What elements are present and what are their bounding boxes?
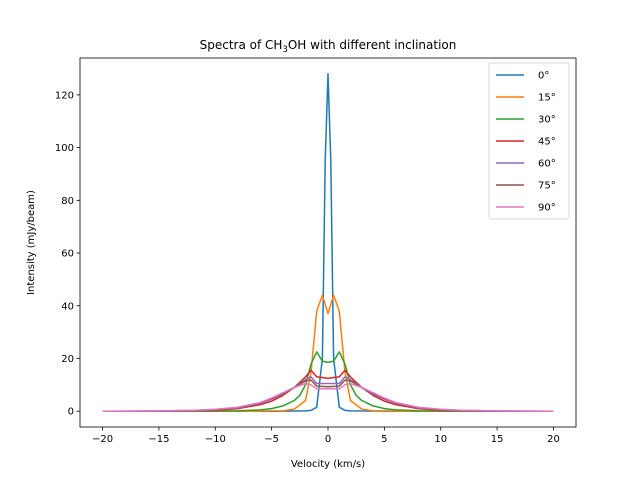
series-line-0 [102,73,554,412]
series-line-1 [102,294,554,412]
x-tick-label-8: 20 [547,434,560,445]
x-tick-label-5: 5 [381,434,387,445]
y-tick-label-6: 120 [55,90,74,101]
x-tick-label-3: −5 [264,434,279,445]
legend-label-4: 60° [538,159,556,170]
x-tick-label-2: −10 [205,434,226,445]
x-tick-label-7: 15 [491,434,504,445]
y-axis-label: Intensity (mJy/beam) [26,190,37,295]
x-tick-label-1: −15 [148,434,169,445]
series-line-2 [102,351,554,412]
y-tick-label-3: 60 [61,249,74,260]
legend-label-0: 0° [538,71,549,82]
title-rest: OH with different inclination [288,38,457,52]
legend-frame [488,62,570,220]
x-tick-label-4: 0 [325,434,331,445]
y-tick-label-5: 100 [55,143,74,154]
legend-label-1: 15° [538,93,556,104]
y-tick-label-1: 20 [61,354,74,365]
x-tick-label-6: 10 [434,434,447,445]
legend-label-5: 75° [538,181,556,192]
legend-label-6: 90° [538,203,556,214]
y-axis: 0 20 40 60 80 100 120 [55,90,80,418]
y-tick-label-2: 40 [61,301,74,312]
legend-label-3: 45° [538,137,556,148]
y-tick-label-4: 80 [61,196,74,207]
title-subscript: 3 [282,45,287,55]
x-tick-label-0: −20 [92,434,113,445]
x-axis-label: Velocity (km/s) [291,459,365,470]
series-line-6 [102,382,554,412]
x-axis: −20 −15 −10 −5 0 5 10 15 20 [92,427,560,445]
legend-label-2: 30° [538,115,556,126]
legend: 0° 15° 30° 45° 60° 75° 90° [488,62,570,220]
chart-title: Spectra of CH3OH with different inclinat… [200,38,457,55]
series-layer [102,73,554,412]
y-tick-label-0: 0 [68,407,74,418]
